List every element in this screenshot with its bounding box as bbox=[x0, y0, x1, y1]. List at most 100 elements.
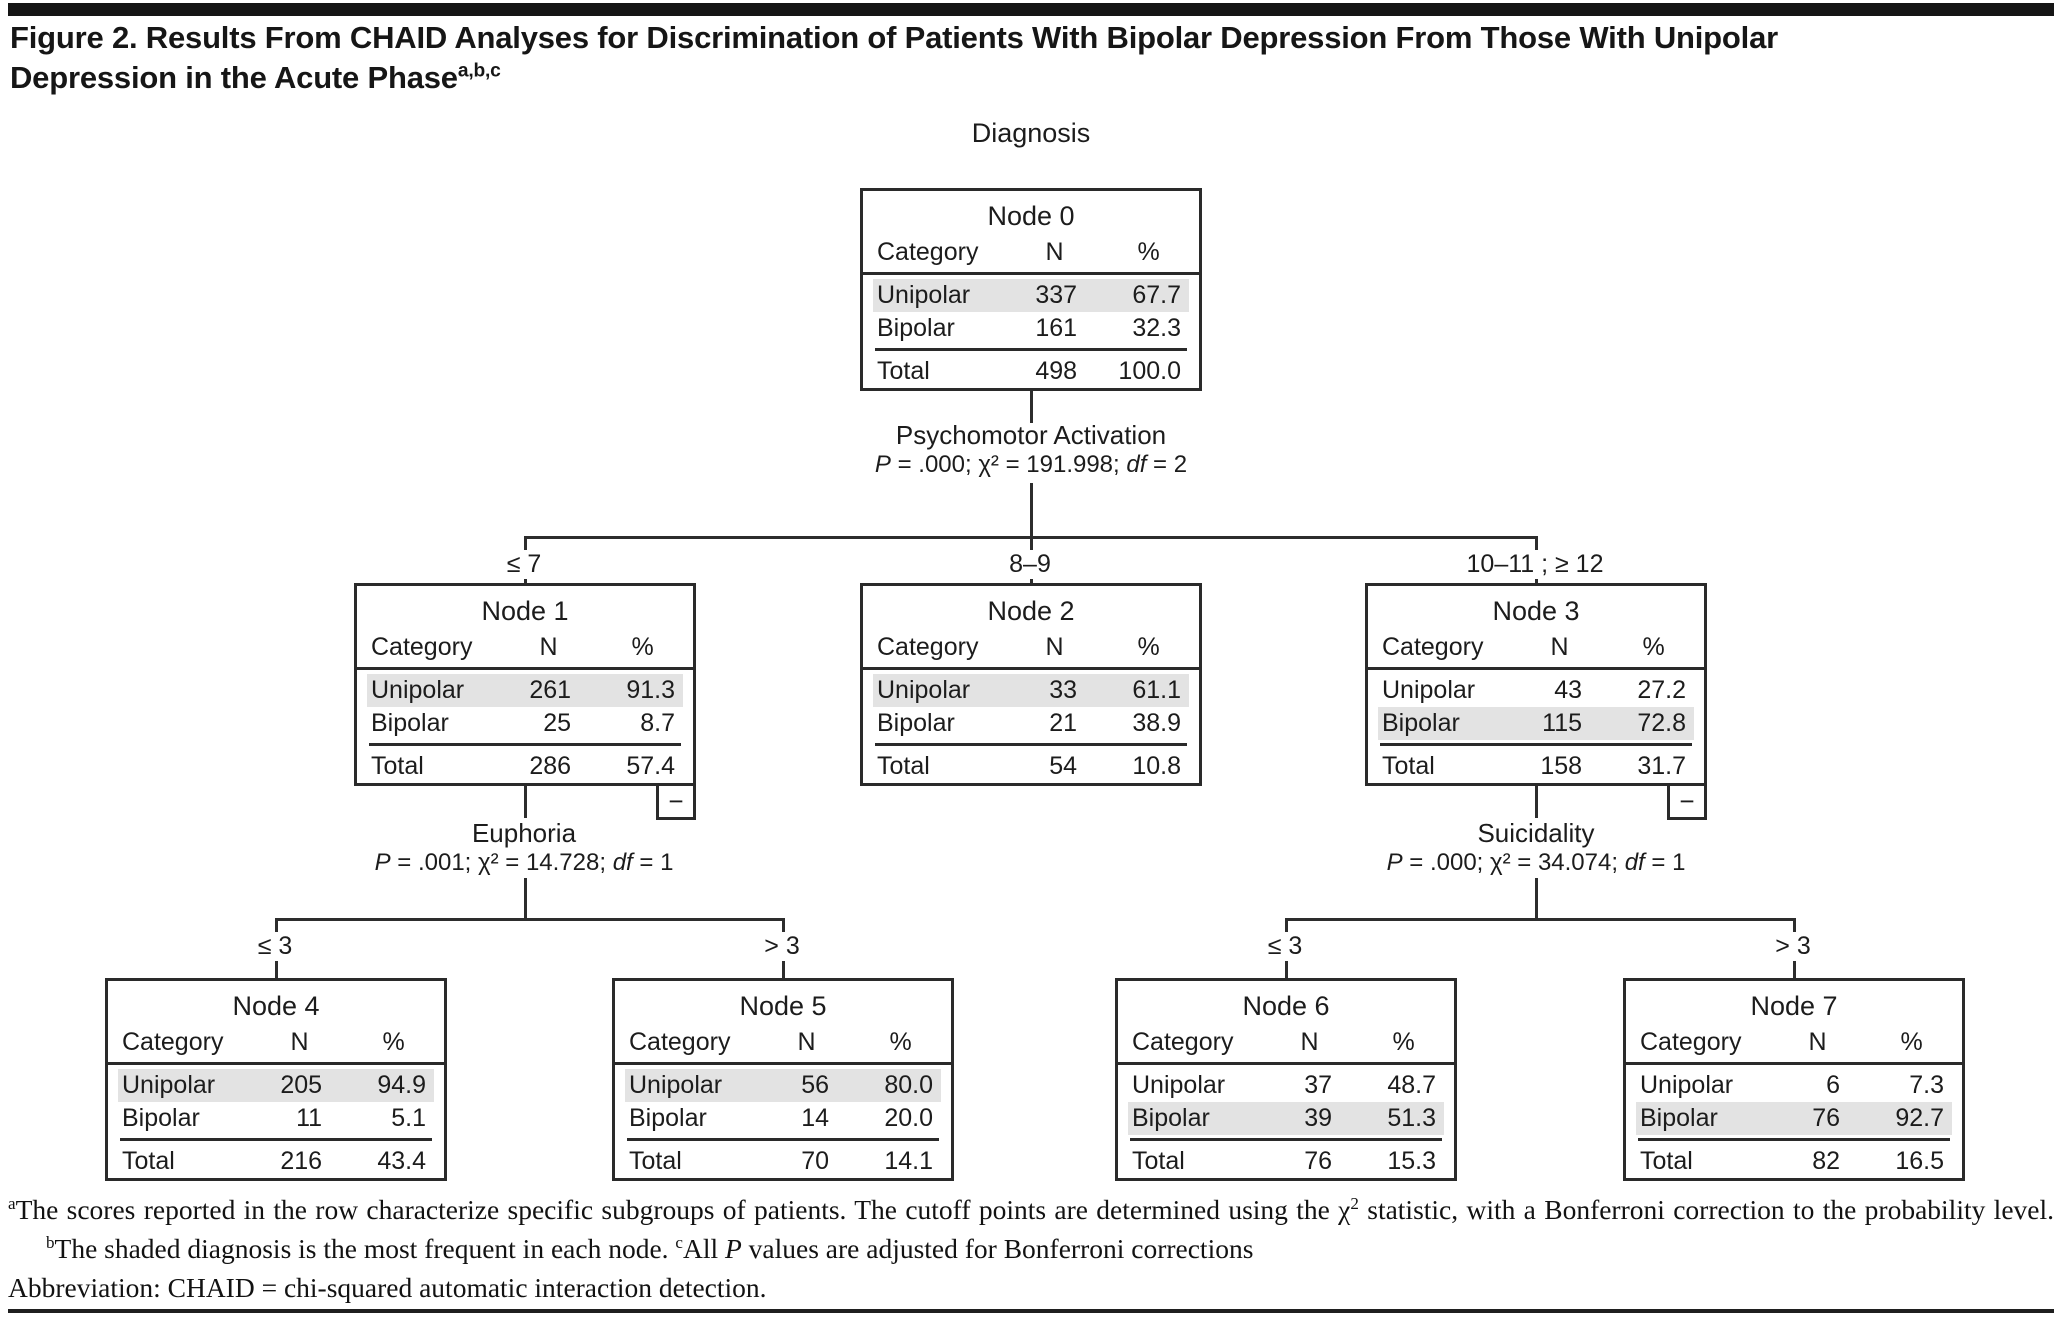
col-category: Category bbox=[371, 633, 473, 661]
total-separator bbox=[875, 743, 1187, 746]
row-n: 286 bbox=[529, 751, 572, 780]
row-pct: 100.0 bbox=[1118, 356, 1181, 385]
connector-line bbox=[1535, 536, 1538, 552]
col-n: N bbox=[1300, 1028, 1319, 1056]
row-pct: 43.4 bbox=[377, 1146, 426, 1175]
col-category: Category bbox=[1640, 1028, 1742, 1056]
row-pct: 48.7 bbox=[1387, 1071, 1436, 1099]
figure-title: Figure 2. Results From CHAID Analyses fo… bbox=[10, 18, 2050, 99]
row-n: 115 bbox=[1542, 709, 1583, 737]
row-n: 14 bbox=[801, 1104, 830, 1132]
col-category: Category bbox=[1382, 633, 1484, 661]
node-table-header: Category N % bbox=[615, 1023, 951, 1065]
row-pct: 51.3 bbox=[1387, 1104, 1436, 1132]
node-row-unipolar: Unipolar 6 7.3 bbox=[1636, 1069, 1952, 1102]
node-6-box: Node 6 Category N % Unipolar 37 48.7 Bip… bbox=[1115, 978, 1457, 1181]
row-n: 25 bbox=[543, 709, 572, 737]
row-category: Unipolar bbox=[1382, 676, 1476, 704]
footnote-sup-c: c bbox=[675, 1232, 683, 1252]
col-n: N bbox=[1550, 633, 1569, 661]
row-pct: 10.8 bbox=[1132, 751, 1181, 780]
connector-line bbox=[1793, 960, 1796, 978]
stat-mid: = .000; χ² = 191.998; bbox=[890, 451, 1127, 478]
row-category: Total bbox=[1382, 751, 1435, 780]
node-2-box: Node 2 Category N % Unipolar 33 61.1 Bip… bbox=[860, 583, 1202, 786]
row-category: Total bbox=[1640, 1146, 1693, 1175]
collapse-button-node-3: − bbox=[1667, 783, 1707, 820]
row-pct: 92.7 bbox=[1895, 1104, 1944, 1132]
col-n: N bbox=[797, 1028, 816, 1056]
row-pct: 57.4 bbox=[626, 751, 675, 780]
node-4-box: Node 4 Category N % Unipolar 205 94.9 Bi… bbox=[105, 978, 447, 1181]
row-category: Unipolar bbox=[371, 676, 465, 704]
node-title: Node 2 bbox=[987, 596, 1075, 626]
col-category: Category bbox=[877, 633, 979, 661]
top-rule bbox=[8, 3, 2054, 16]
connector-line bbox=[524, 576, 527, 586]
footnote-abc: aThe scores reported in the row characte… bbox=[8, 1190, 2054, 1268]
footnote-text: The scores reported in the row character… bbox=[15, 1194, 1351, 1225]
row-category: Total bbox=[877, 751, 930, 780]
row-n: 205 bbox=[280, 1071, 323, 1099]
node-row-bipolar: Bipolar 161 32.3 bbox=[873, 312, 1189, 345]
branch-label-10-11-ge12: 10–11 ; ≥ 12 bbox=[1460, 550, 1610, 579]
stat-end: = 1 bbox=[632, 849, 674, 876]
node-row-unipolar: Unipolar 43 27.2 bbox=[1378, 674, 1694, 707]
row-category: Bipolar bbox=[877, 314, 955, 342]
row-category: Total bbox=[371, 751, 424, 780]
node-3-box: Node 3 Category N % Unipolar 43 27.2 Bip… bbox=[1365, 583, 1707, 786]
row-category: Bipolar bbox=[877, 709, 955, 737]
stat-p: P bbox=[874, 451, 891, 478]
row-n: 6 bbox=[1826, 1071, 1841, 1099]
connector-line bbox=[524, 878, 527, 920]
connector-line bbox=[782, 960, 785, 978]
node-table-header: Category N % bbox=[863, 233, 1199, 275]
figure-title-text1: Figure 2. Results From CHAID Analyses fo… bbox=[10, 20, 1778, 55]
row-n: 39 bbox=[1304, 1104, 1333, 1132]
row-category: Total bbox=[122, 1146, 175, 1175]
connector-line bbox=[1535, 576, 1538, 586]
col-pct: % bbox=[1900, 1028, 1923, 1056]
split-stats-label: P = .001; χ² = 14.728; df = 1 bbox=[375, 848, 674, 878]
row-n: 43 bbox=[1554, 676, 1583, 704]
stat-end: = 2 bbox=[1146, 451, 1188, 478]
node-row-unipolar: Unipolar 37 48.7 bbox=[1128, 1069, 1444, 1102]
node-table-header: Category N % bbox=[863, 628, 1199, 670]
node-row-bipolar: Bipolar 11 5.1 bbox=[118, 1102, 434, 1135]
connector-line bbox=[1793, 918, 1796, 934]
row-category: Unipolar bbox=[1640, 1071, 1734, 1099]
row-n: 11 bbox=[296, 1104, 323, 1132]
node-row-bipolar: Bipolar 14 20.0 bbox=[625, 1102, 941, 1135]
row-category: Unipolar bbox=[877, 676, 971, 704]
footnote-sup-a: a bbox=[8, 1193, 16, 1213]
node-row-unipolar: Unipolar 56 80.0 bbox=[625, 1069, 941, 1102]
branch-label-gt3-left: > 3 bbox=[758, 932, 806, 961]
node-title: Node 0 bbox=[987, 201, 1075, 231]
footnote-text: values are adjusted for Bonferroni corre… bbox=[741, 1233, 1254, 1265]
node-5-box: Node 5 Category N % Unipolar 56 80.0 Bip… bbox=[612, 978, 954, 1181]
node-row-total: Total 76 15.3 bbox=[1128, 1141, 1444, 1181]
node-table-header: Category N % bbox=[1368, 628, 1704, 670]
node-row-total: Total 286 57.4 bbox=[367, 746, 683, 786]
figure-title-line2: Depression in the Acute Phasea,b,c bbox=[10, 58, 2050, 98]
row-pct: 38.9 bbox=[1132, 709, 1181, 737]
total-separator bbox=[1130, 1138, 1442, 1141]
split-psychomotor-activation: Psychomotor Activation P = .000; χ² = 19… bbox=[875, 420, 1187, 480]
node-row-unipolar: Unipolar 205 94.9 bbox=[118, 1069, 434, 1102]
row-category: Unipolar bbox=[877, 281, 971, 309]
footnote-sup-b: b bbox=[46, 1232, 55, 1252]
node-row-bipolar: Bipolar 25 8.7 bbox=[367, 707, 683, 740]
branch-label-le7: ≤ 7 bbox=[500, 550, 548, 579]
row-pct: 15.3 bbox=[1387, 1146, 1436, 1175]
connector-line bbox=[524, 786, 527, 818]
row-category: Bipolar bbox=[1382, 709, 1460, 737]
row-pct: 32.3 bbox=[1132, 314, 1181, 342]
stat-p: P bbox=[374, 849, 391, 876]
connector-line bbox=[1030, 536, 1033, 552]
footnote-text: statistic, with a Bonferroni correction … bbox=[1358, 1194, 2054, 1225]
split-variable-label: Psychomotor Activation bbox=[895, 420, 1167, 450]
col-n: N bbox=[539, 633, 558, 661]
total-separator bbox=[1380, 743, 1692, 746]
row-n: 158 bbox=[1540, 751, 1583, 780]
row-n: 76 bbox=[1304, 1146, 1333, 1175]
